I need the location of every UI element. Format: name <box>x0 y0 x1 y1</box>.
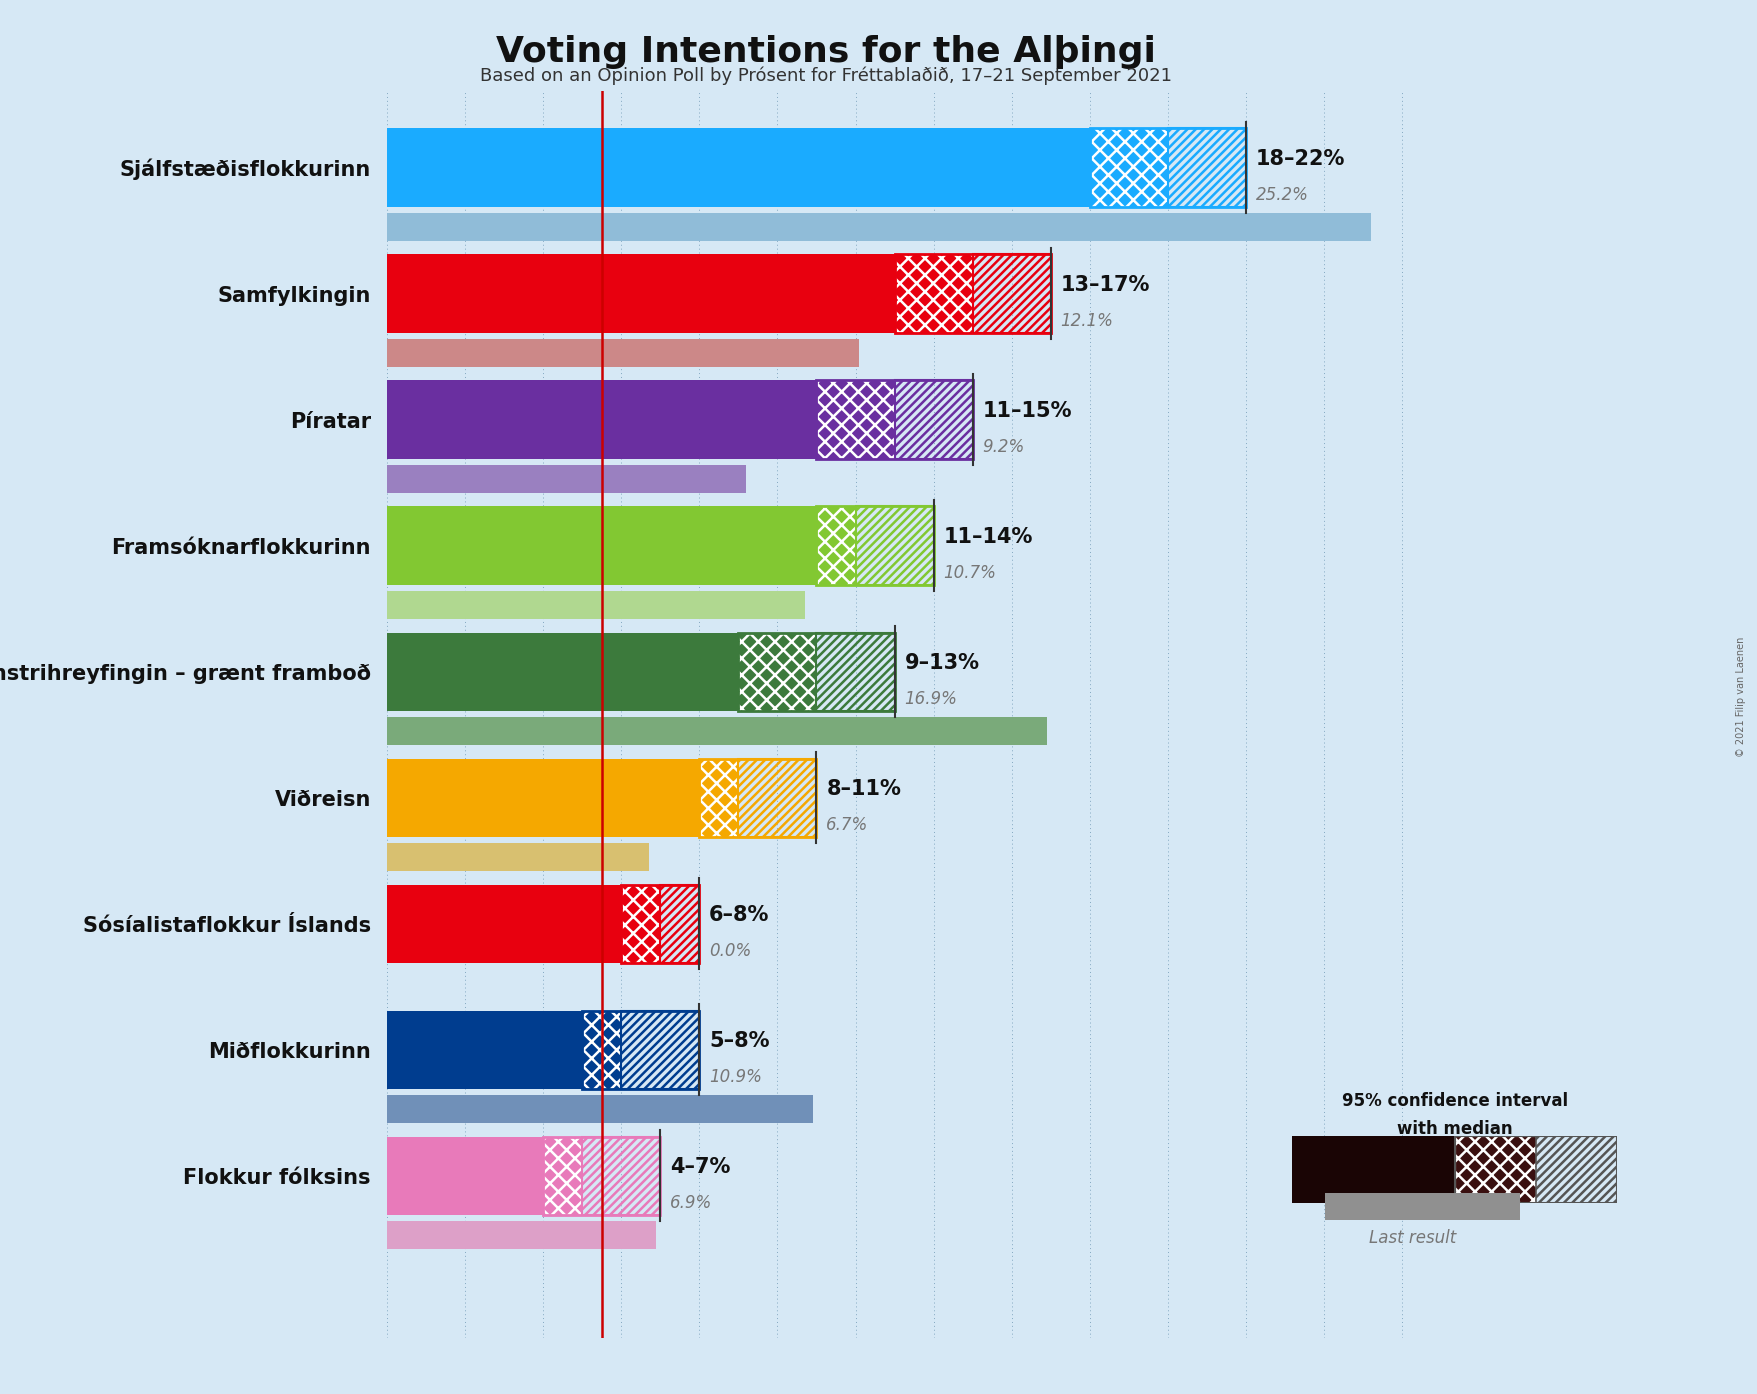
Text: Last result: Last result <box>1369 1230 1455 1246</box>
Bar <box>738 633 815 711</box>
Bar <box>815 633 894 711</box>
Text: 6.9%: 6.9% <box>669 1195 712 1213</box>
Text: 11–14%: 11–14% <box>944 527 1033 546</box>
Bar <box>738 758 815 836</box>
Bar <box>620 1011 699 1089</box>
Text: 25.2%: 25.2% <box>1254 187 1309 204</box>
Bar <box>582 1011 620 1089</box>
Text: Voting Intentions for the Alþingi: Voting Intentions for the Alþingi <box>495 35 1156 68</box>
Bar <box>387 339 859 367</box>
Bar <box>815 506 856 584</box>
Text: 10.7%: 10.7% <box>944 565 996 583</box>
Bar <box>1536 1136 1616 1203</box>
Text: 9–13%: 9–13% <box>903 652 979 673</box>
Bar <box>387 885 620 963</box>
Text: 11–15%: 11–15% <box>982 400 1072 421</box>
Bar <box>543 1136 582 1214</box>
Bar <box>894 255 972 333</box>
Text: 16.9%: 16.9% <box>903 690 958 708</box>
Bar <box>543 1136 582 1214</box>
Bar <box>387 758 699 836</box>
Text: 12.1%: 12.1% <box>1059 312 1112 330</box>
Text: © 2021 Filip van Laenen: © 2021 Filip van Laenen <box>1734 637 1745 757</box>
Bar <box>1089 128 1167 206</box>
Bar <box>661 885 699 963</box>
Text: 18–22%: 18–22% <box>1254 149 1344 169</box>
Bar <box>894 255 972 333</box>
Bar <box>387 633 738 711</box>
Bar <box>387 464 745 492</box>
Text: 5–8%: 5–8% <box>708 1030 770 1051</box>
Bar <box>856 506 933 584</box>
Text: 6.7%: 6.7% <box>826 817 868 835</box>
Bar <box>387 381 815 459</box>
Text: Based on an Opinion Poll by Prósent for Fréttablaðið, 17–21 September 2021: Based on an Opinion Poll by Prósent for … <box>480 67 1172 85</box>
Bar <box>699 758 738 836</box>
Bar <box>387 717 1047 744</box>
Bar <box>387 255 894 333</box>
Bar <box>620 885 661 963</box>
Text: 10.9%: 10.9% <box>708 1068 761 1086</box>
Text: 9.2%: 9.2% <box>982 438 1024 456</box>
Text: 13–17%: 13–17% <box>1059 275 1149 294</box>
Bar <box>1167 128 1246 206</box>
Bar <box>894 381 972 459</box>
Bar <box>699 758 738 836</box>
Bar <box>620 885 661 963</box>
Bar <box>387 1011 582 1089</box>
Text: with median: with median <box>1397 1121 1511 1138</box>
Bar <box>387 128 1089 206</box>
Bar <box>738 633 815 711</box>
Bar <box>387 843 648 871</box>
Text: 95% confidence interval: 95% confidence interval <box>1341 1093 1567 1110</box>
Bar <box>1089 128 1167 206</box>
Text: 4–7%: 4–7% <box>669 1157 729 1177</box>
Bar <box>582 1136 661 1214</box>
Text: 6–8%: 6–8% <box>708 905 770 924</box>
Bar <box>972 255 1051 333</box>
Bar <box>387 213 1370 241</box>
Bar <box>387 1136 543 1214</box>
Bar <box>1291 1136 1455 1203</box>
Bar <box>815 381 894 459</box>
Bar <box>387 1221 655 1249</box>
Bar <box>1455 1136 1536 1203</box>
Bar <box>387 1096 812 1122</box>
Bar <box>815 506 856 584</box>
Text: 0.0%: 0.0% <box>708 942 750 960</box>
Bar <box>815 381 894 459</box>
Bar <box>387 591 805 619</box>
Bar <box>387 506 815 584</box>
Bar <box>582 1011 620 1089</box>
Text: 8–11%: 8–11% <box>826 779 901 799</box>
